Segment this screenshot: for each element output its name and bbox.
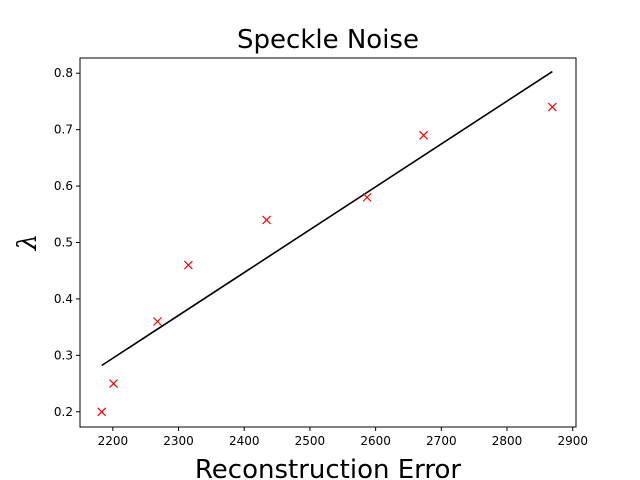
data-point-marker [547,102,557,112]
y-tick-label: 0.7 [54,123,73,137]
axis-layer: 2200 2300 2400 2500 2600 2700 2800 2900 0.2 0.3 0.… [54,66,588,448]
x-tick-label: 2500 [295,434,326,448]
y-tick-label: 0.4 [54,292,73,306]
data-point-marker [419,130,429,140]
x-tick-label: 2700 [426,434,457,448]
x-tick-label: 2200 [98,434,129,448]
data-point-marker [109,379,118,388]
fit-line [101,70,553,367]
y-axis-label: λ [13,234,43,251]
x-tick-label: 2400 [229,434,260,448]
y-tick-label: 0.2 [54,405,73,419]
y-tick-label: 0.8 [54,66,73,80]
data-point-marker [97,407,107,417]
plot-layer [97,70,557,417]
y-tick-label: 0.3 [54,348,73,362]
x-tick-label: 2300 [163,434,194,448]
data-point-marker [153,317,162,326]
data-point-marker [362,192,372,202]
data-point-marker [183,260,193,270]
y-tick-label: 0.5 [54,236,73,250]
x-axis-label: Reconstruction Error [195,455,462,480]
y-tick-label: 0.6 [54,179,73,193]
x-tick-label: 2800 [492,434,523,448]
x-tick-label: 2600 [360,434,391,448]
data-point-marker [262,215,271,225]
chart-title: Speckle Noise [237,25,419,55]
x-tick-label: 2900 [557,434,588,448]
